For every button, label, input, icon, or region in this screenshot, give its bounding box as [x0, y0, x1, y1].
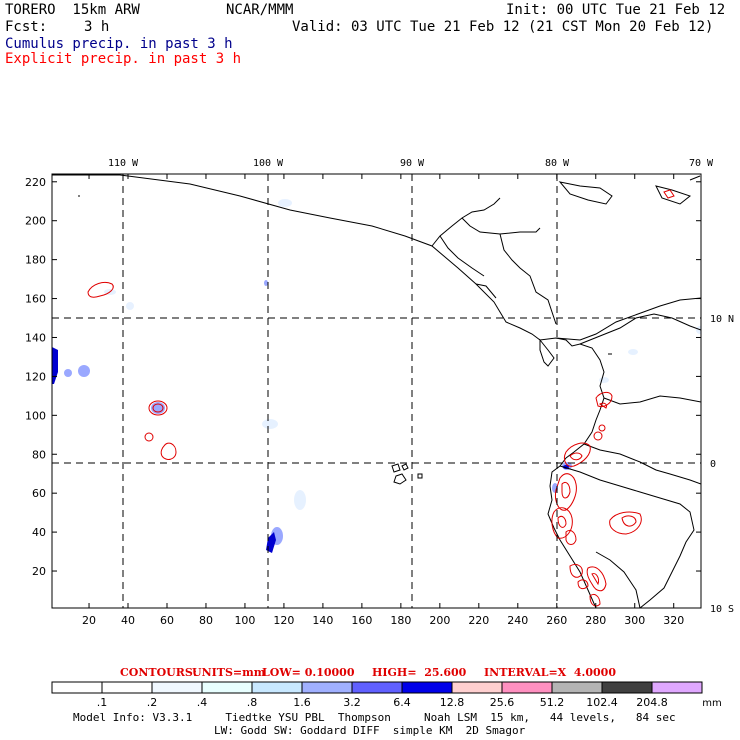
colorbar-label: .2 [147, 696, 158, 709]
y-tick-label: 120 [25, 370, 46, 383]
colorbar-label: 1.6 [293, 696, 311, 709]
colorbar-unit: mm [702, 698, 721, 709]
contour-interval: INTERVAL=X 4.0000 [484, 666, 616, 679]
contour-units: UNITS=mm [192, 666, 266, 679]
colorbar-label: 25.6 [490, 696, 515, 709]
cumulus-precip-heavy [52, 347, 569, 553]
colorbar-swatch [501, 681, 553, 694]
contour-title: CONTOURS: [120, 666, 197, 679]
colorbar-swatch [151, 681, 203, 694]
y-tick-label: 160 [25, 293, 46, 306]
org-label: NCAR/MMM [226, 2, 294, 18]
x-tick-label: 120 [273, 614, 294, 627]
y-tick-label: 80 [32, 448, 46, 461]
map-content [52, 174, 701, 608]
colorbar-swatch [551, 681, 603, 694]
x-tick-label: 80 [199, 614, 213, 627]
y-tick-label: 20 [32, 565, 46, 578]
y-tick-label: 60 [32, 487, 46, 500]
colorbar-label: 6.4 [393, 696, 411, 709]
colorbar-label: .8 [247, 696, 258, 709]
x-tick-label: 140 [312, 614, 333, 627]
model-info-line1: Model Info: V3.3.1 Tiedtke YSU PBL Thomp… [73, 711, 676, 724]
contour-low: LOW= 0.10000 [262, 666, 355, 679]
contour-high: HIGH= 25.600 [372, 666, 467, 679]
model-info-line2: LW: Godd SW: Goddard DIFF simple KM 2D S… [214, 724, 526, 737]
cumulus-precip-medium [64, 280, 572, 545]
colorbar-swatch [201, 681, 253, 694]
graticule [52, 174, 701, 608]
y-tick-label: 200 [25, 215, 46, 228]
x-tick-label: 100 [234, 614, 255, 627]
colorbar-label: 51.2 [540, 696, 565, 709]
x-tick-label: 40 [121, 614, 135, 627]
colorbar-label: 204.8 [636, 696, 668, 709]
colorbar-swatch [51, 681, 103, 694]
x-tick-label: 20 [82, 614, 96, 627]
valid-time: Valid: 03 UTC Tue 21 Feb 12 (21 CST Mon … [292, 19, 714, 35]
map-frame [51, 173, 702, 609]
y-tick-label: 140 [25, 331, 46, 344]
y-tick-label: 180 [25, 254, 46, 267]
longitude-label: 80 W [545, 158, 570, 169]
x-tick-label: 300 [624, 614, 645, 627]
longitude-label: 110 W [108, 158, 139, 169]
latitude-label: 10 S [710, 604, 734, 615]
cumulus-legend-label: Cumulus precip. in past 3 h [5, 36, 233, 52]
colorbar-swatch [251, 681, 303, 694]
cumulus-precip-light [104, 199, 701, 510]
x-tick-label: 240 [507, 614, 528, 627]
colorbar-swatch [301, 681, 353, 694]
latitude-label: 0 [710, 459, 716, 470]
x-tick-label: 280 [585, 614, 606, 627]
x-tick-label: 180 [390, 614, 411, 627]
colorbar-swatch [651, 681, 703, 694]
x-tick-label: 160 [351, 614, 372, 627]
latitude-label: 10 N [710, 314, 734, 325]
colorbar-swatch [351, 681, 403, 694]
model-title: TORERO 15km ARW [5, 2, 140, 18]
x-tick-label: 320 [663, 614, 684, 627]
forecast-value: 3 h [84, 19, 110, 35]
colorbar-label: 12.8 [440, 696, 465, 709]
x-tick-label: 220 [468, 614, 489, 627]
forecast-label: Fcst: [5, 19, 48, 35]
colorbar-label: 3.2 [343, 696, 361, 709]
colorbar-swatch [101, 681, 153, 694]
colorbar-label: 102.4 [586, 696, 618, 709]
x-tick-label: 200 [429, 614, 450, 627]
y-tick-label: 220 [25, 176, 46, 189]
longitude-label: 70 W [689, 158, 714, 169]
coastlines [52, 174, 701, 608]
colorbar-swatch [601, 681, 653, 694]
longitude-label: 100 W [253, 158, 284, 169]
y-tick-label: 40 [32, 526, 46, 539]
longitude-label: 90 W [400, 158, 425, 169]
explicit-legend-label: Explicit precip. in past 3 h [5, 51, 242, 67]
colorbar-label: .4 [197, 696, 208, 709]
y-tick-label: 100 [25, 409, 46, 422]
x-tick-label: 60 [160, 614, 174, 627]
explicit-precip-contours [87, 189, 675, 607]
colorbar-swatch [401, 681, 453, 694]
colorbar-label: .1 [97, 696, 108, 709]
x-tick-label: 260 [546, 614, 567, 627]
colorbar: .1 .2 .4 .8 1.6 3.2 6.4 12.8 25.6 51.2 102.4 204.8 m… [51, 681, 722, 709]
colorbar-swatch [451, 681, 503, 694]
map-axes: 220 200 180 160 140 120 100 80 60 40 20 20 40 60 80 100… [25, 158, 734, 627]
init-time: Init: 00 UTC Tue 21 Feb 12 [506, 2, 726, 18]
